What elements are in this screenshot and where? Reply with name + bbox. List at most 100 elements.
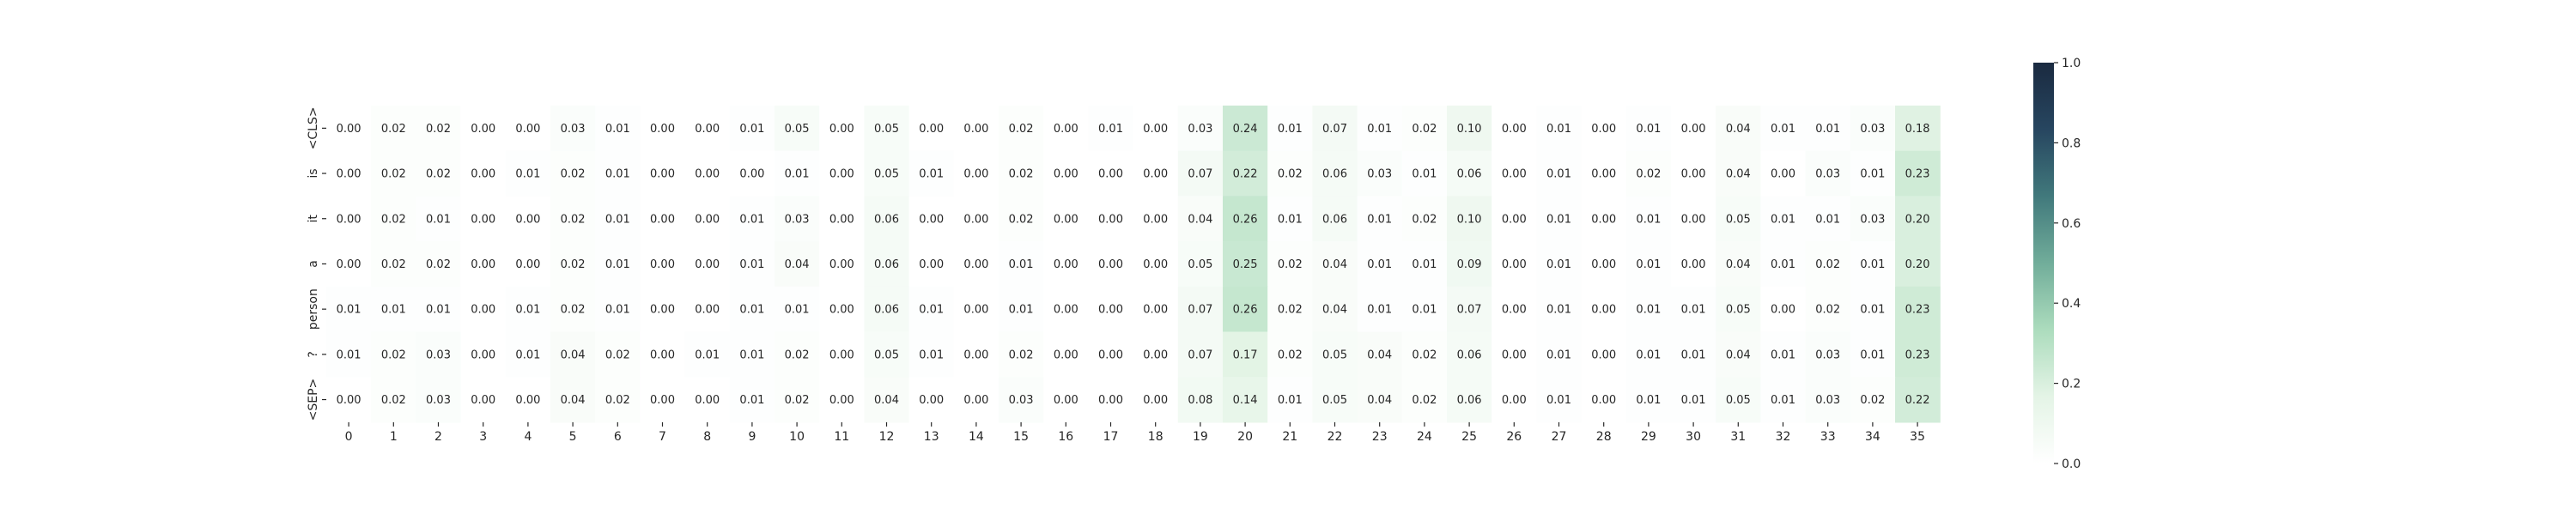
- cell-value-label: 0.04: [1726, 168, 1751, 181]
- cell-value-label: 0.14: [1233, 394, 1258, 407]
- heatmap-cell: [1850, 331, 1896, 378]
- cell-value-label: 0.00: [650, 123, 675, 136]
- heatmap-cell: [1671, 196, 1716, 242]
- cell-value-label: 0.25: [1233, 258, 1258, 271]
- heatmap-cell: [1447, 150, 1492, 197]
- heatmap-cell: [1716, 331, 1761, 378]
- cell-value-label: 0.03: [1860, 123, 1885, 136]
- heatmap-cell: [1625, 286, 1672, 333]
- heatmap-cell: [684, 106, 731, 152]
- cell-value-label: 0.02: [1636, 168, 1661, 181]
- heatmap-cell: [1625, 331, 1672, 378]
- heatmap-cell: [640, 286, 686, 333]
- heatmap-cell: [864, 150, 910, 197]
- heatmap-cell: [1133, 331, 1179, 378]
- heatmap-cell: [1895, 377, 1941, 423]
- heatmap-cell: [1312, 377, 1358, 423]
- cell-value-label: 0.02: [1278, 168, 1303, 181]
- heatmap-cell: [416, 286, 462, 333]
- cell-value-label: 0.02: [561, 168, 586, 181]
- heatmap-cell: [326, 286, 372, 333]
- cell-value-label: 0.00: [471, 348, 495, 361]
- heatmap-cell: [953, 331, 999, 378]
- cell-value-label: 0.02: [605, 348, 630, 361]
- cell-value-label: 0.05: [1322, 394, 1347, 407]
- cell-value-label: 0.00: [695, 213, 720, 226]
- cell-value-label: 0.02: [561, 304, 586, 317]
- heatmap-cell: [595, 106, 641, 152]
- cell-value-label: 0.04: [1367, 394, 1392, 407]
- cell-value-label: 0.00: [515, 123, 540, 136]
- cell-value-label: 0.01: [426, 213, 451, 226]
- heatmap-cell: [1850, 377, 1896, 423]
- cell-value-label: 0.22: [1233, 168, 1258, 181]
- cell-value-label: 0.05: [1726, 304, 1751, 317]
- cell-value-label: 0.01: [1636, 258, 1661, 271]
- cell-value-label: 0.00: [963, 394, 988, 407]
- cell-value-label: 0.26: [1233, 213, 1258, 226]
- heatmap-cell: [505, 150, 551, 197]
- heatmap-cell: [595, 286, 641, 333]
- heatmap-cell: [1312, 241, 1358, 288]
- heatmap-cell: [1401, 286, 1448, 333]
- heatmap-cell: [550, 241, 596, 288]
- heatmap-cell: [371, 241, 416, 288]
- heatmap-cell: [1536, 377, 1583, 423]
- heatmap-cell: [1401, 241, 1448, 288]
- cell-value-label: 0.02: [381, 348, 406, 361]
- heatmap-cell: [999, 377, 1044, 423]
- heatmap-cell: [640, 331, 686, 378]
- colorbar-tick-label: 0.0: [2062, 457, 2081, 471]
- heatmap-cell: [1671, 106, 1716, 152]
- heatmap-cell: [460, 377, 507, 423]
- heatmap-cell: [908, 377, 955, 423]
- cell-value-label: 0.23: [1905, 168, 1930, 181]
- cell-value-label: 0.01: [605, 304, 630, 317]
- heatmap-cell: [326, 150, 372, 197]
- cell-value-label: 0.01: [1278, 394, 1303, 407]
- heatmap-cell: [775, 331, 820, 378]
- x-tick-label: 35: [1910, 430, 1925, 444]
- cell-value-label: 0.00: [650, 394, 675, 407]
- cell-value-label: 0.00: [1098, 213, 1123, 226]
- heatmap-cell: [1581, 241, 1627, 288]
- x-tick-label: 20: [1237, 430, 1253, 444]
- colorbar: 0.0 0.2 0.4 0.6 0.8 1.0: [2033, 57, 2081, 471]
- heatmap-cell: [775, 377, 820, 423]
- x-tick-label: 18: [1148, 430, 1163, 444]
- cell-value-label: 0.01: [1681, 394, 1706, 407]
- cell-value-label: 0.00: [650, 304, 675, 317]
- heatmap-cell: [1492, 331, 1537, 378]
- heatmap-cell: [1625, 196, 1672, 242]
- heatmap-cell: [505, 286, 551, 333]
- cell-value-label: 0.06: [874, 304, 899, 317]
- heatmap-cell: [1671, 377, 1716, 423]
- heatmap-cell: [595, 150, 641, 197]
- heatmap-cell: [953, 377, 999, 423]
- cell-value-label: 0.20: [1905, 258, 1930, 271]
- cell-value-label: 0.01: [1771, 123, 1795, 136]
- cell-value-label: 0.02: [381, 123, 406, 136]
- cell-value-label: 0.00: [919, 213, 944, 226]
- heatmap-cell: [1177, 241, 1224, 288]
- cell-value-label: 0.00: [919, 258, 944, 271]
- cell-value-label: 0.03: [1009, 394, 1034, 407]
- cell-value-label: 0.00: [471, 394, 495, 407]
- cell-value-label: 0.20: [1905, 213, 1930, 226]
- heatmap-cell: [1177, 331, 1224, 378]
- heatmap-cell: [1492, 241, 1537, 288]
- x-tick-label: 22: [1327, 430, 1343, 444]
- heatmap-cell: [1492, 196, 1537, 242]
- cell-value-label: 0.00: [1054, 394, 1078, 407]
- heatmap-cell: [908, 106, 955, 152]
- heatmap-cell: [1895, 286, 1941, 333]
- heatmap-cell: [1581, 150, 1627, 197]
- heatmap-cell: [1223, 286, 1268, 333]
- cell-value-label: 0.02: [1009, 348, 1034, 361]
- cell-value-label: 0.02: [1815, 258, 1840, 271]
- heatmap-cell: [729, 196, 775, 242]
- cell-value-label: 0.26: [1233, 304, 1258, 317]
- cell-value-label: 0.23: [1905, 304, 1930, 317]
- cell-value-label: 0.00: [1143, 168, 1168, 181]
- x-tick-label: 5: [569, 430, 577, 444]
